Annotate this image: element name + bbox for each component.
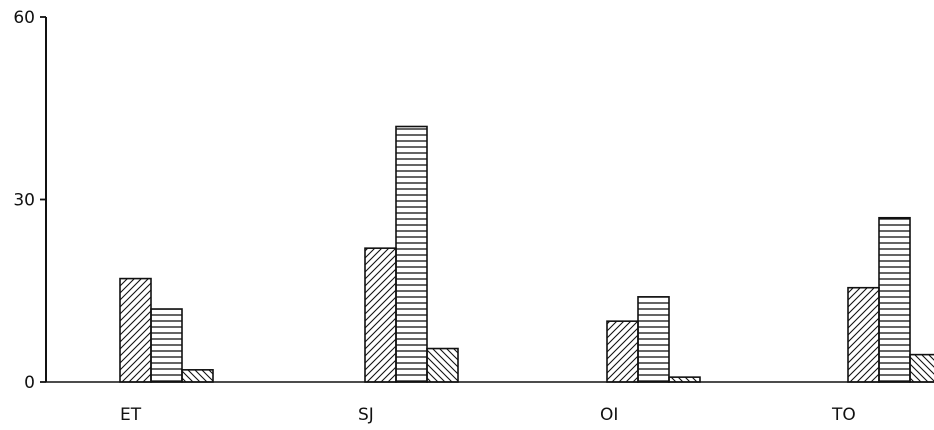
bar-oi-horizontal-lines <box>637 296 670 383</box>
y-tick-label: 60 <box>13 8 35 28</box>
bar-sj-diagonal-forward <box>364 247 397 383</box>
y-ticks: 0 30 60 <box>13 8 46 393</box>
bar-to-horizontal-lines <box>878 216 911 383</box>
category-label-et: ET <box>120 405 142 425</box>
category-labels: ET SJ OI TO <box>120 405 856 425</box>
bar-oi-diagonal-forward <box>606 320 639 383</box>
bar-to-diagonal-backward <box>909 353 934 383</box>
category-label-to: TO <box>831 405 856 425</box>
bar-sj-horizontal-lines <box>395 125 428 383</box>
bars <box>119 125 934 383</box>
bar-et-horizontal-lines <box>150 308 183 383</box>
bar-et-diagonal-forward <box>119 277 152 383</box>
category-label-oi: OI <box>600 405 618 425</box>
bar-to-diagonal-forward <box>847 286 880 383</box>
bar-oi-diagonal-backward <box>668 376 701 383</box>
y-tick-label: 0 <box>24 373 35 393</box>
bar-et-diagonal-backward <box>181 369 214 383</box>
category-label-sj: SJ <box>358 405 374 425</box>
y-tick-label: 30 <box>13 191 35 211</box>
bar-sj-diagonal-backward <box>426 347 459 383</box>
